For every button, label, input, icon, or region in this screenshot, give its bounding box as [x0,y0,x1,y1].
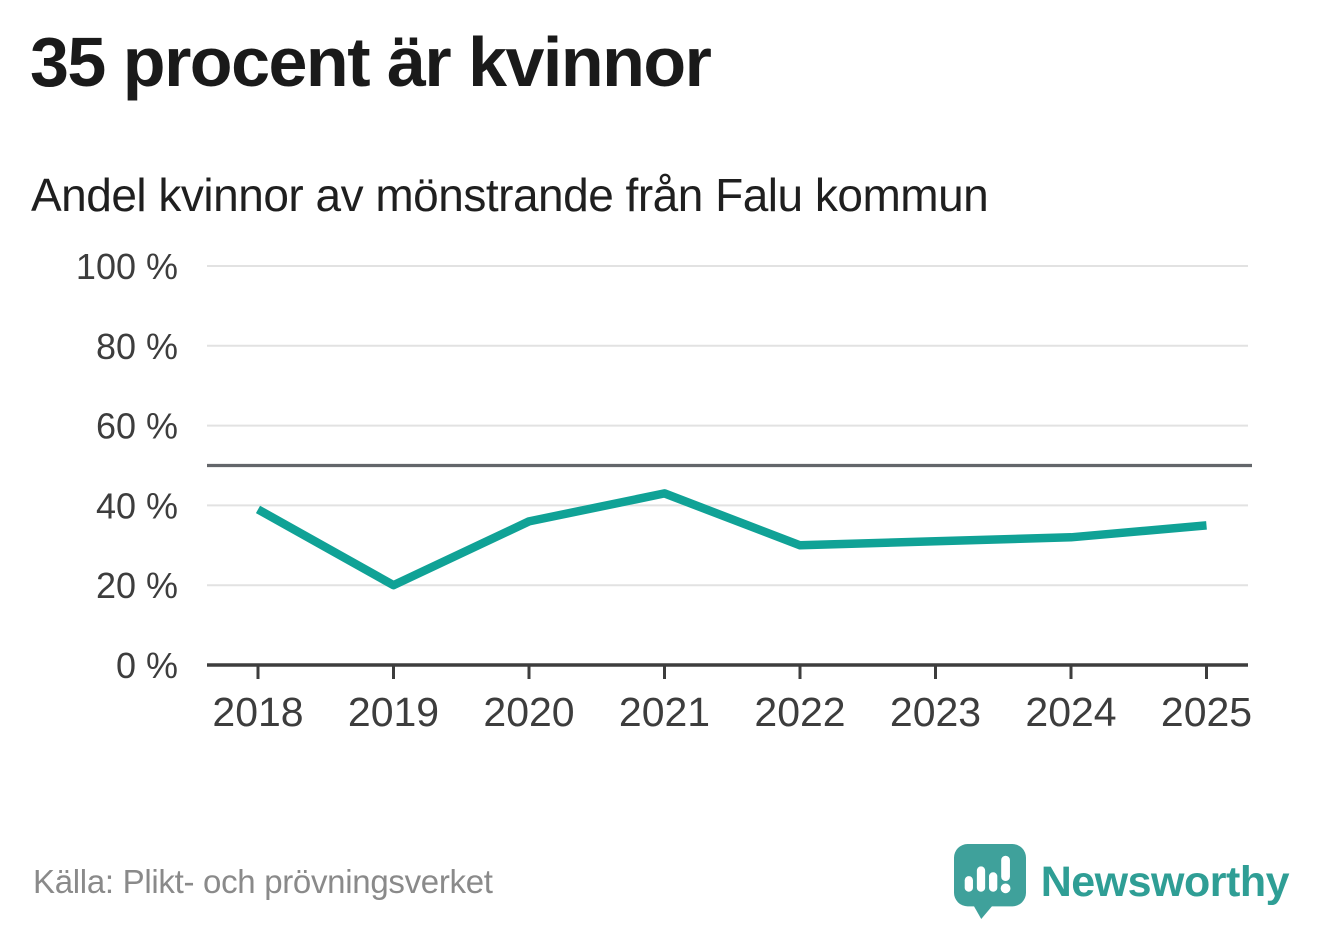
x-tick-label-2019: 2019 [348,689,439,735]
logo-badge-tail [969,898,997,919]
footer: Källa: Plikt- och prövningsverket Newswo… [33,843,1290,921]
source-note: Källa: Plikt- och prövningsverket [33,863,493,900]
x-tick-label-2023: 2023 [890,689,981,735]
line-chart: 0 % 20 % 40 % 60 % 80 % 100 % 2018 2019 2020 2021… [0,240,1322,750]
x-tick-label-2021: 2021 [619,689,710,735]
y-tick-label-40: 40 % [96,485,178,526]
x-tick-label-2020: 2020 [483,689,574,735]
y-tick-label-60: 60 % [96,406,178,447]
chart-subtitle: Andel kvinnor av mönstrande från Falu ko… [31,169,989,221]
line-chart-svg: 0 % 20 % 40 % 60 % 80 % 100 % 2018 2019 2020 2021… [76,246,1252,735]
x-tick-label-2022: 2022 [754,689,845,735]
y-tick-label-20: 20 % [96,565,178,606]
newsworthy-logo-icon [953,844,1026,919]
y-tick-label-80: 80 % [96,326,178,367]
newsworthy-logo-text: Newsworthy [1040,857,1290,906]
data-line [255,489,1207,590]
newsworthy-logo: Newsworthy [953,843,1290,921]
x-tick-label-2024: 2024 [1025,689,1116,735]
y-tick-label-100: 100 % [76,246,178,287]
logo-bars-icon [964,855,1011,894]
headline: 35 procent är kvinnor [30,23,712,101]
x-tick-label-2018: 2018 [212,689,303,735]
x-tick-label-2025: 2025 [1161,689,1252,735]
y-tick-label-0: 0 % [116,645,178,686]
